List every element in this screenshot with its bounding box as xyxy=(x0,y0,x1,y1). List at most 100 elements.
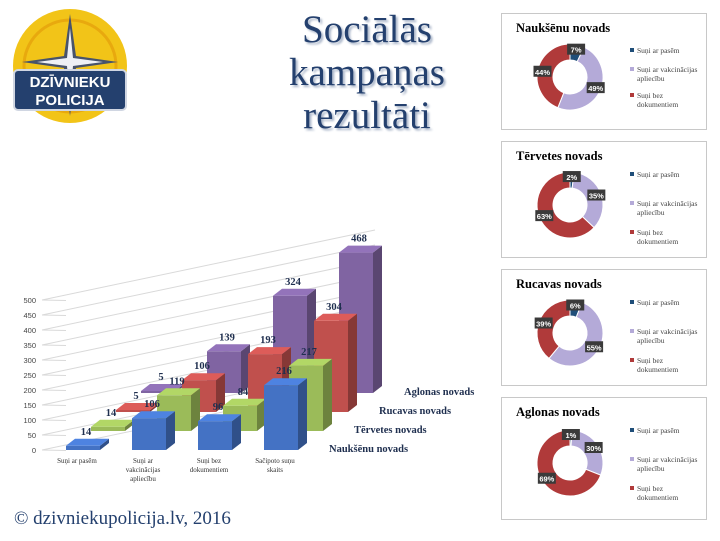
y-tick-label: 400 xyxy=(23,326,36,335)
legend-label: Suņi bez dokumentiem xyxy=(637,356,679,374)
donut-title: Aglonas novads xyxy=(516,405,600,419)
y-tick-label: 100 xyxy=(23,416,36,425)
data-label: 5 xyxy=(133,391,138,402)
bar xyxy=(66,445,100,450)
bar-side xyxy=(216,373,225,412)
slice-label-bg xyxy=(567,43,586,55)
bar-side xyxy=(125,419,134,431)
legend-swatch xyxy=(630,67,634,71)
data-label: 106 xyxy=(194,361,210,372)
slice-label-bg xyxy=(534,317,553,329)
legend-swatch xyxy=(630,428,634,432)
data-label: 5 xyxy=(158,372,163,383)
legend-label: Suņi ar pasēm xyxy=(637,298,680,307)
slice-label-bg xyxy=(586,82,605,94)
bar xyxy=(141,391,175,393)
data-label: 216 xyxy=(276,366,292,377)
category-label: Suņi ar vakcinācijas apliecību xyxy=(126,457,161,483)
slice-label: 2% xyxy=(566,173,577,182)
series-label: Aglonas novads xyxy=(404,387,474,398)
y-tick-label: 0 xyxy=(32,446,36,455)
category-label-line: Suņi bez xyxy=(197,457,221,465)
gridline xyxy=(41,389,67,391)
legend-label: Suņi ar vakcinācijas apliecību xyxy=(637,455,698,473)
bar-top xyxy=(91,419,134,427)
data-label: 106 xyxy=(144,399,160,410)
data-label: 304 xyxy=(326,302,343,313)
police-logo: DZĪVNIEKU POLICIJA xyxy=(13,9,127,123)
bar-top xyxy=(207,344,250,352)
slice-label: 55% xyxy=(587,343,602,352)
donut-title: Naukšēnu novads xyxy=(516,21,611,35)
donut-slice xyxy=(536,43,571,109)
legend-label: Suņi ar vakcinācijas apliecību xyxy=(637,65,698,83)
donut-title: Rucavas novads xyxy=(516,277,602,291)
slice-label-bg xyxy=(566,299,585,311)
slice-label: 49% xyxy=(588,84,603,93)
slice-label-bg xyxy=(585,341,604,353)
bar xyxy=(116,410,150,412)
data-label: 14 xyxy=(81,427,92,438)
title-line2: kampaņas xyxy=(289,51,445,94)
category-label-line: vakcinācijas xyxy=(126,466,161,474)
donut-panel-rucavas: Rucavas novads 6% 55% 39% Suņi ar pasēm Su… xyxy=(501,269,707,386)
bar-top xyxy=(248,347,291,355)
gridline xyxy=(41,449,67,451)
data-label: 119 xyxy=(169,376,184,387)
series-label: Rucavas novads xyxy=(379,406,451,417)
bar-top xyxy=(66,438,109,446)
slice-label: 63% xyxy=(537,212,552,221)
y-tick-label: 250 xyxy=(23,371,36,380)
data-label: 14 xyxy=(106,408,117,419)
bar-side xyxy=(150,403,159,412)
category-label-line: apliecību xyxy=(130,475,156,483)
slice-label: 69% xyxy=(539,475,554,484)
legend-swatch xyxy=(630,201,634,205)
legend-swatch xyxy=(630,172,634,176)
donut-legend: Suņi ar pasēm Suņi ar vakcinācijas aplie… xyxy=(630,426,709,502)
gridline xyxy=(41,329,67,331)
legend-label: Suņi bez dokumentiem xyxy=(637,484,679,502)
slice-label-bg xyxy=(533,65,552,77)
bar-side xyxy=(257,398,266,431)
data-label: 324 xyxy=(285,277,302,288)
donut-slice xyxy=(557,46,604,111)
donut-chart-rucavas: 6% 55% 39% xyxy=(534,299,604,367)
copyright-text: © dzivniekupolicija.lv, 2016 xyxy=(14,508,231,529)
legend-swatch xyxy=(630,329,634,333)
slice-label-bg xyxy=(561,429,580,441)
gridline xyxy=(41,419,67,421)
bar-side xyxy=(373,245,382,393)
legend-label: Suņi ar vakcinācijas apliecību xyxy=(637,327,698,345)
y-tick-label: 450 xyxy=(23,311,36,320)
legend-swatch xyxy=(630,48,634,52)
main-bar-chart: 0 50 100 150 200 250 300 350 400 450 500 5 139 324 468… xyxy=(23,229,474,483)
donut-chart-aglonas: 1% 30% 69% xyxy=(536,429,604,497)
category-label: Suņi ar pasēm xyxy=(57,457,97,465)
bar xyxy=(132,418,166,450)
logo-text-line2: POLICIJA xyxy=(35,92,104,109)
page-title: Sociālās kampaņas rezultāti xyxy=(262,8,472,137)
gridline xyxy=(41,289,376,361)
donut-chart-tervetes: 2% 35% 63% xyxy=(535,171,606,239)
legend-swatch xyxy=(630,486,634,490)
bar-side xyxy=(100,438,109,450)
bar-top xyxy=(182,373,225,381)
bar-top xyxy=(339,245,382,253)
legend-swatch xyxy=(630,300,634,304)
bar-top xyxy=(223,398,266,406)
gridline xyxy=(41,274,376,346)
donut-legend: Suņi ar pasēm Suņi ar vakcinācijas aplie… xyxy=(630,46,709,109)
y-tick-label: 350 xyxy=(23,341,36,350)
y-tick-label: 50 xyxy=(28,431,36,440)
legend-swatch xyxy=(630,358,634,362)
slice-label: 7% xyxy=(571,46,582,55)
gridline xyxy=(41,299,67,301)
donut-legend: Suņi ar pasēm Suņi ar vakcinācijas aplie… xyxy=(630,298,709,374)
y-tick-label: 500 xyxy=(23,296,36,305)
bar-side xyxy=(241,344,250,393)
bar-top xyxy=(116,403,159,410)
slice-label-bg xyxy=(584,441,603,453)
category-label: Suņi bez dokumentiem xyxy=(190,457,229,474)
data-label: 84 xyxy=(238,387,249,398)
